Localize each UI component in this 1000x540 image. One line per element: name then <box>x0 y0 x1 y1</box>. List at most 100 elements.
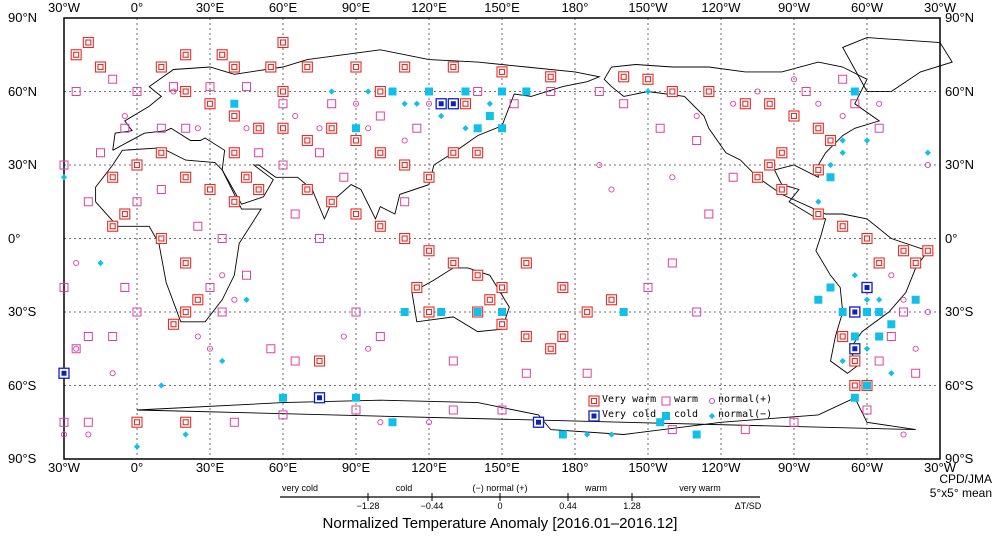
very-warm-mark <box>447 147 459 159</box>
normal-plus-mark <box>292 112 299 120</box>
cold-mark <box>863 381 871 390</box>
warm-mark <box>59 417 69 427</box>
warm-mark <box>290 209 300 219</box>
cold-mark <box>887 320 896 329</box>
very-warm-mark-inner <box>377 88 384 95</box>
very-warm-mark <box>228 196 240 208</box>
lon-label-top: 60°E <box>268 0 298 15</box>
very-warm-mark <box>812 122 824 134</box>
warm-mark <box>205 82 215 92</box>
very-warm-mark-inner <box>231 63 238 71</box>
very-warm-mark-inner <box>206 100 214 107</box>
lon-label-top: 30°E <box>195 0 225 15</box>
very-warm-mark <box>812 164 824 176</box>
very-warm-mark-inner <box>133 419 141 426</box>
warm-mark <box>351 307 361 317</box>
warm-mark <box>83 417 93 427</box>
scale-category-label: (−) normal (+) <box>472 483 528 493</box>
very-warm-mark <box>776 147 788 159</box>
normal-plus-mark <box>790 76 798 83</box>
normal-plus-mark <box>170 88 177 95</box>
warm-mark <box>692 307 702 317</box>
very-warm-mark <box>496 318 508 330</box>
very-warm-mark <box>824 134 837 147</box>
very-warm-mark <box>180 85 192 98</box>
normal-plus-mark <box>219 272 226 279</box>
normal-plus-mark <box>194 333 201 340</box>
very-warm-mark-inner <box>924 247 931 254</box>
normal-minus-mark <box>158 382 165 389</box>
warm-mark <box>290 356 300 366</box>
cold-mark <box>875 308 884 316</box>
lat-label-left: 0° <box>8 230 21 246</box>
warm-mark <box>315 148 324 158</box>
cold-mark <box>662 412 670 420</box>
legend-cold-label: cold <box>674 409 699 420</box>
normal-minus-mark <box>486 100 493 107</box>
lat-label-left: 90°S <box>8 451 37 466</box>
very-warm-mark <box>588 395 600 407</box>
warm-mark <box>217 307 227 317</box>
very-warm-mark-inner <box>559 284 566 291</box>
very-warm-mark-inner <box>97 63 104 71</box>
legend-very-cold-label: Very cold <box>602 409 657 420</box>
very-warm-mark-inner <box>231 198 238 205</box>
warm-mark <box>619 99 629 109</box>
very-warm-mark <box>301 183 313 196</box>
very-warm-mark-inner <box>851 357 858 365</box>
warm-mark <box>497 405 507 415</box>
very-warm-mark-inner <box>328 198 335 205</box>
warm-mark <box>278 160 288 170</box>
warm-mark <box>521 368 531 378</box>
normal-plus-mark <box>85 431 92 438</box>
very-warm-mark-inner <box>851 382 858 389</box>
very-cold-mark-inner <box>852 346 858 352</box>
very-warm-mark-inner <box>401 235 408 242</box>
very-warm-mark <box>180 416 192 428</box>
very-warm-mark <box>642 73 654 85</box>
normal-plus-mark <box>194 125 201 132</box>
anomaly-marks <box>58 36 934 450</box>
very-warm-mark-inner <box>158 235 165 242</box>
lat-label-right: 30°S <box>945 304 974 319</box>
lat-label-left: 30°S <box>8 304 37 319</box>
cold-mark <box>388 418 397 427</box>
normal-plus-mark <box>730 100 737 107</box>
warm-mark <box>448 405 458 415</box>
very-warm-mark-inner <box>316 357 323 365</box>
cold-mark <box>619 308 628 316</box>
very-warm-mark <box>703 85 715 98</box>
very-warm-mark <box>301 134 313 147</box>
warm-mark <box>655 123 665 133</box>
very-warm-mark-inner <box>584 308 591 316</box>
warm-mark <box>193 221 203 231</box>
cold-mark <box>485 112 494 120</box>
very-warm-mark <box>788 110 800 122</box>
very-warm-mark-inner <box>279 88 287 95</box>
normal-minus-mark <box>365 88 372 95</box>
very-cold-mark-inner <box>61 370 67 376</box>
credit-resolution: 5°x5° mean <box>929 486 992 500</box>
lon-label-bottom: 0° <box>130 460 144 475</box>
very-warm-mark <box>399 232 411 245</box>
very-warm-mark-inner <box>754 174 761 181</box>
very-warm-mark <box>350 208 362 220</box>
scale-tick-label: −1.28 <box>356 501 380 511</box>
scale-category-label: very cold <box>281 483 319 493</box>
normal-minus-mark <box>133 443 141 450</box>
very-warm-mark-inner <box>352 137 360 144</box>
normal-plus-mark <box>425 100 433 107</box>
very-warm-mark-inner <box>85 39 92 46</box>
cold-mark <box>522 87 531 96</box>
normal-minus-mark <box>462 125 469 132</box>
normal-plus-mark <box>924 161 931 169</box>
warm-mark <box>692 136 702 145</box>
normal-plus-mark <box>243 125 250 132</box>
very-warm-mark <box>119 208 131 220</box>
warm-mark <box>71 87 81 96</box>
very-warm-mark-inner <box>839 223 846 230</box>
warm-mark <box>582 368 592 378</box>
legend-normal-minus-label: normal(−) <box>718 409 773 420</box>
very-warm-mark-inner <box>377 223 384 230</box>
lon-label-bottom: 150°W <box>628 460 668 475</box>
